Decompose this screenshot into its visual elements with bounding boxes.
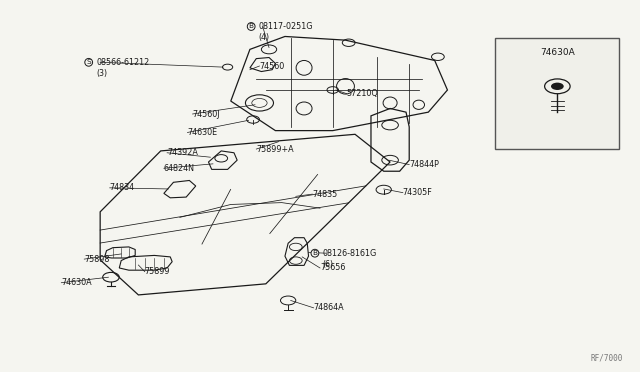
Circle shape <box>551 83 564 90</box>
Text: 75898: 75898 <box>84 254 109 264</box>
Text: B: B <box>312 250 317 256</box>
Text: (6): (6) <box>323 260 333 269</box>
Text: 08566-61212: 08566-61212 <box>97 58 150 67</box>
Text: 08117-0251G: 08117-0251G <box>259 22 314 31</box>
Text: 75899+A: 75899+A <box>256 145 294 154</box>
Text: 74305F: 74305F <box>403 188 433 197</box>
Text: 74844P: 74844P <box>409 160 439 169</box>
Text: 74560: 74560 <box>259 61 285 71</box>
Text: (4): (4) <box>259 33 270 42</box>
Text: B: B <box>249 23 253 29</box>
Text: 74864A: 74864A <box>314 303 344 312</box>
FancyBboxPatch shape <box>495 38 620 149</box>
Text: 75656: 75656 <box>320 263 346 272</box>
Text: RF/7000: RF/7000 <box>590 353 623 362</box>
Text: 75899: 75899 <box>145 267 170 276</box>
Text: 74560J: 74560J <box>193 109 220 119</box>
Text: 74630E: 74630E <box>188 128 218 137</box>
Text: 74835: 74835 <box>312 190 338 199</box>
Text: 74630A: 74630A <box>61 278 92 287</box>
Text: 57210Q: 57210Q <box>347 89 378 98</box>
Text: 08126-8161G: 08126-8161G <box>323 249 377 258</box>
Text: 74834: 74834 <box>109 183 135 192</box>
Text: 64824N: 64824N <box>164 164 195 173</box>
Text: 74630A: 74630A <box>540 48 575 57</box>
Text: (3): (3) <box>97 69 108 78</box>
Text: 74392A: 74392A <box>167 148 198 157</box>
Text: S: S <box>86 59 91 65</box>
